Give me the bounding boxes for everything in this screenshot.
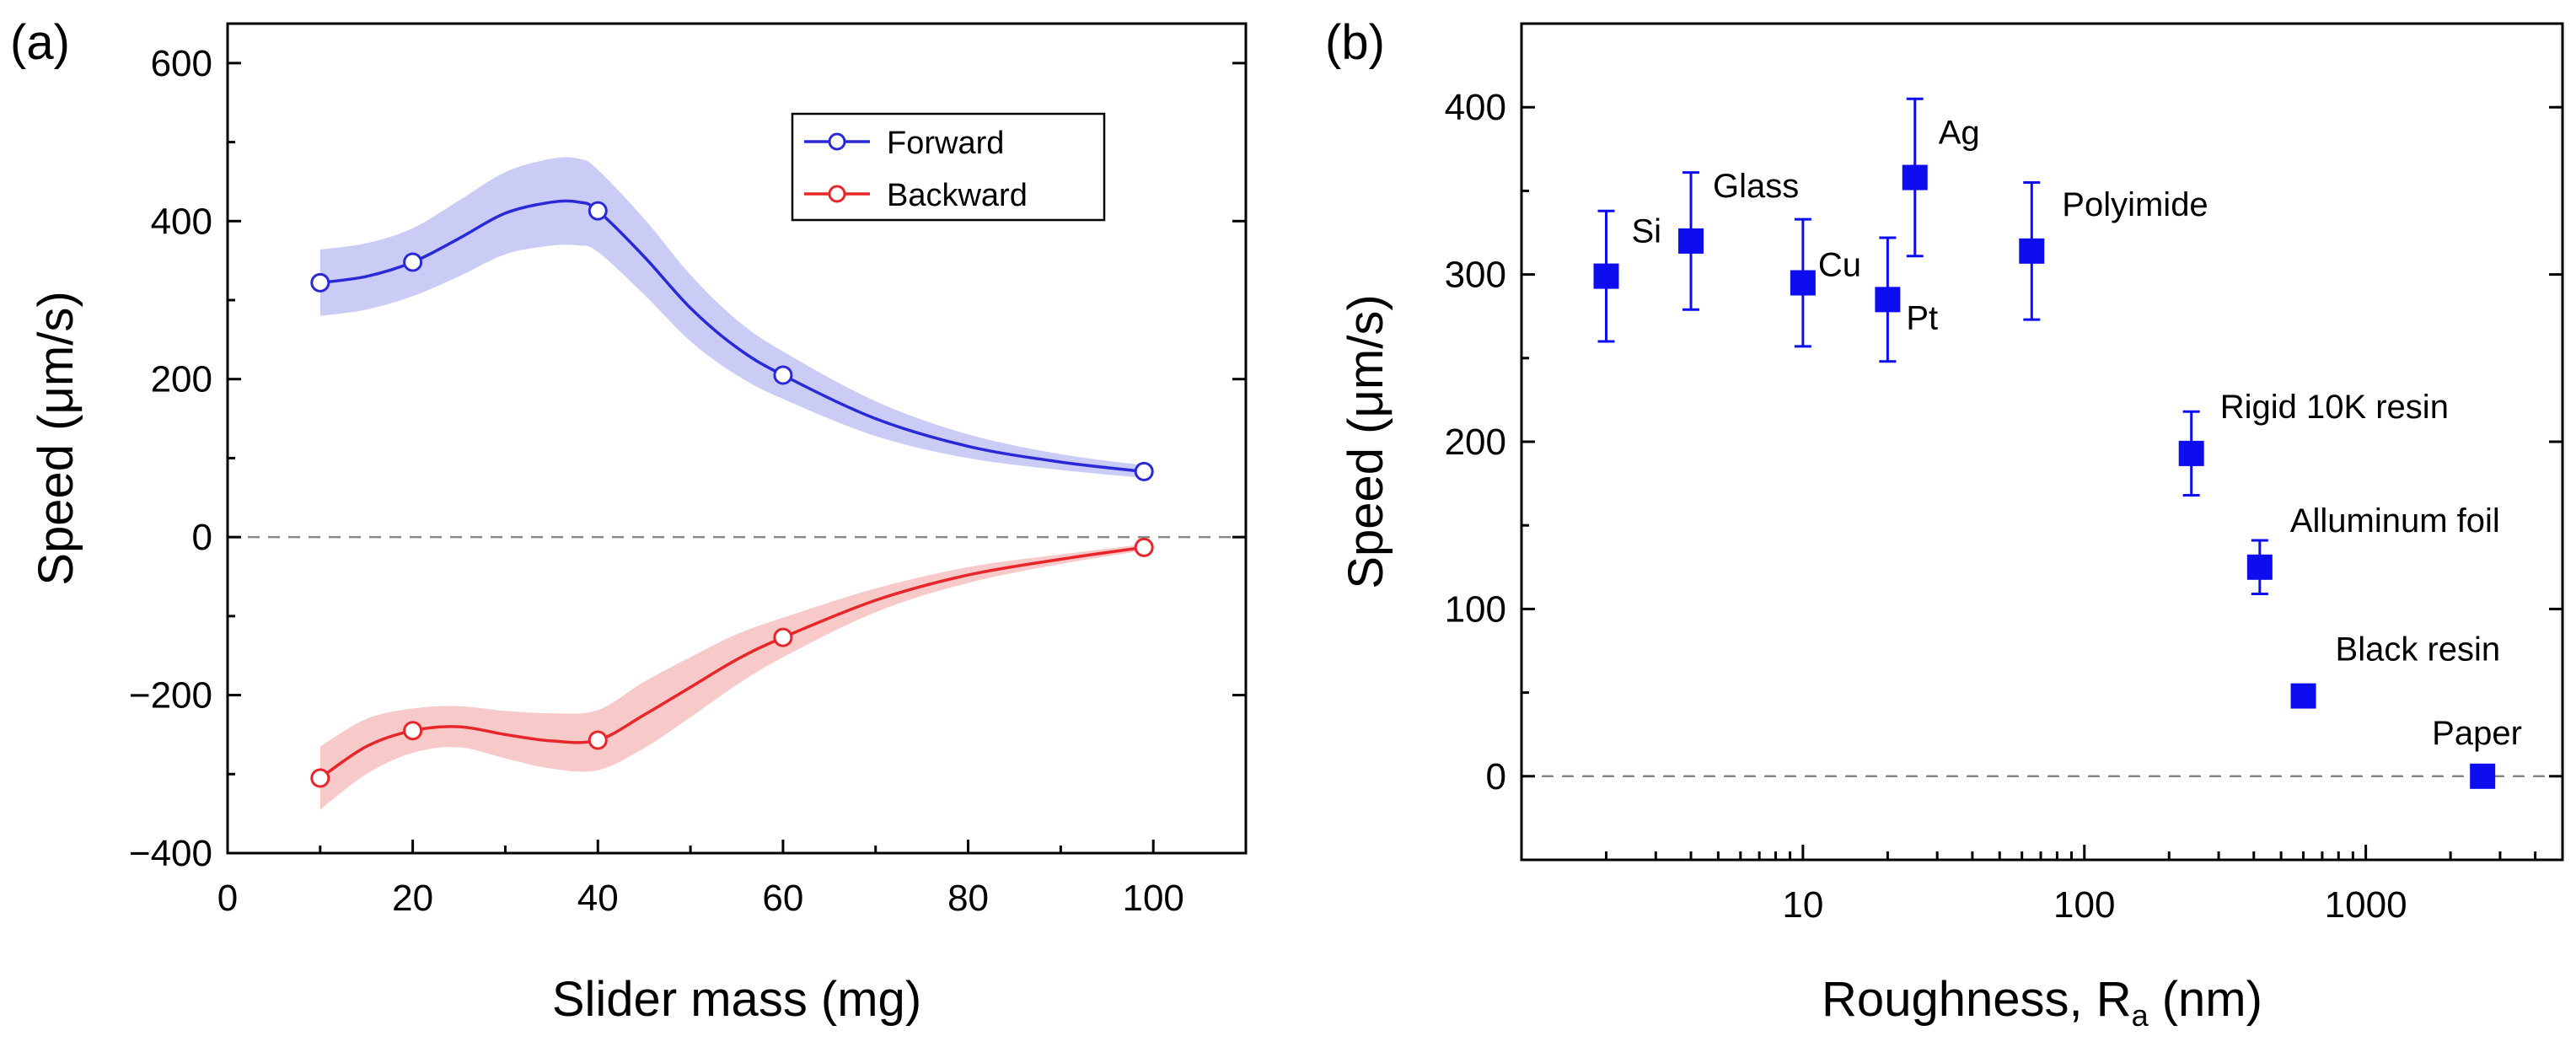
data-point-cu [1790,270,1816,296]
data-point-paper [2470,763,2496,789]
data-point-forward [773,365,793,385]
y-axis-title-a: Speed (μm/s) [29,291,83,585]
series-line-backward [319,545,1145,780]
panel-label-a: (a) [10,15,70,70]
point-label-polyimide: Polyimide [2062,186,2208,223]
x-tick-label: 1000 [2325,884,2407,926]
data-point-rigid-10k-resin [2178,440,2204,466]
y-axis-title-b: Speed (μm/s) [1339,294,1393,588]
point-label-paper: Paper [2432,715,2522,752]
panel-a: (a) 0 20 40 60 80 100 −400 −200 0 200 400 600 Slider … [10,15,1248,1027]
point-label-si: Si [1632,213,1662,250]
legend-marker-forward [828,132,846,151]
x-tick-label: 100 [2053,884,2115,926]
y-tick-label: 400 [151,201,212,242]
data-point-black-resin [2290,683,2316,709]
data-point-backward [403,721,423,741]
data-point-forward [403,252,423,272]
data-point-backward [1134,537,1154,557]
point-label-ag: Ag [1939,115,1980,152]
x-tick-label: 60 [762,878,803,919]
y-tick-label: 0 [1486,756,1506,797]
x-tick-label: 20 [392,878,433,919]
legend-marker-backward [828,185,846,203]
series-line-forward [319,199,1145,474]
y-tick-label: −200 [129,675,212,717]
x-tick-label: 40 [577,878,619,919]
plot-frame-a [226,22,1248,855]
data-point-alluminum-foil [2246,554,2273,580]
confidence-band-backward [319,544,1145,810]
point-label-rigid-10k-resin: Rigid 10K resin [2220,389,2449,426]
y-tick-label: 200 [1445,421,1506,463]
y-tick-label: −400 [129,833,212,874]
y-tick-label: 300 [1445,255,1506,296]
y-tick-label: 100 [1445,588,1506,630]
data-point-forward [588,201,608,221]
data-point-si [1593,263,1619,289]
point-label-black-resin: Black resin [2336,631,2501,668]
y-tick-label: 0 [192,517,212,558]
y-tick-label: 200 [151,359,212,400]
x-tick-label: 100 [1122,878,1183,919]
x-tick-label: 10 [1782,884,1823,926]
legend-label-backward: Backward [887,178,1028,213]
data-point-ag [1902,164,1928,191]
legend-box [791,112,1106,222]
x-tick-label: 80 [947,878,989,919]
legend-label-forward: Forward [887,126,1004,161]
y-tick-label: 600 [151,43,212,84]
panel-label-b: (b) [1325,15,1385,70]
data-point-forward [1134,461,1154,481]
data-point-backward [588,730,608,750]
x-axis-title-b: Roughness, Ra (nm) [1822,972,2262,1033]
data-point-backward [310,768,330,788]
confidence-band-forward [319,157,1145,478]
y-tick-label: 400 [1445,87,1506,128]
data-point-backward [773,627,793,647]
point-label-glass: Glass [1713,168,1799,205]
x-axis-title-a: Slider mass (mg) [552,972,921,1027]
data-point-glass [1678,228,1704,254]
point-label-cu: Cu [1818,247,1861,284]
data-point-forward [310,272,330,293]
point-label-alluminum-foil: Alluminum foil [2290,502,2500,540]
data-point-pt [1875,287,1901,313]
point-label-pt: Pt [1906,299,1938,336]
data-point-polyimide [2019,238,2045,264]
x-tick-label: 0 [217,878,238,919]
plot-frame-b [1520,22,2564,862]
panel-b: (b) Si Glass Cu Pt Ag Polyimide Rigid 10K resin… [1325,15,2564,1033]
